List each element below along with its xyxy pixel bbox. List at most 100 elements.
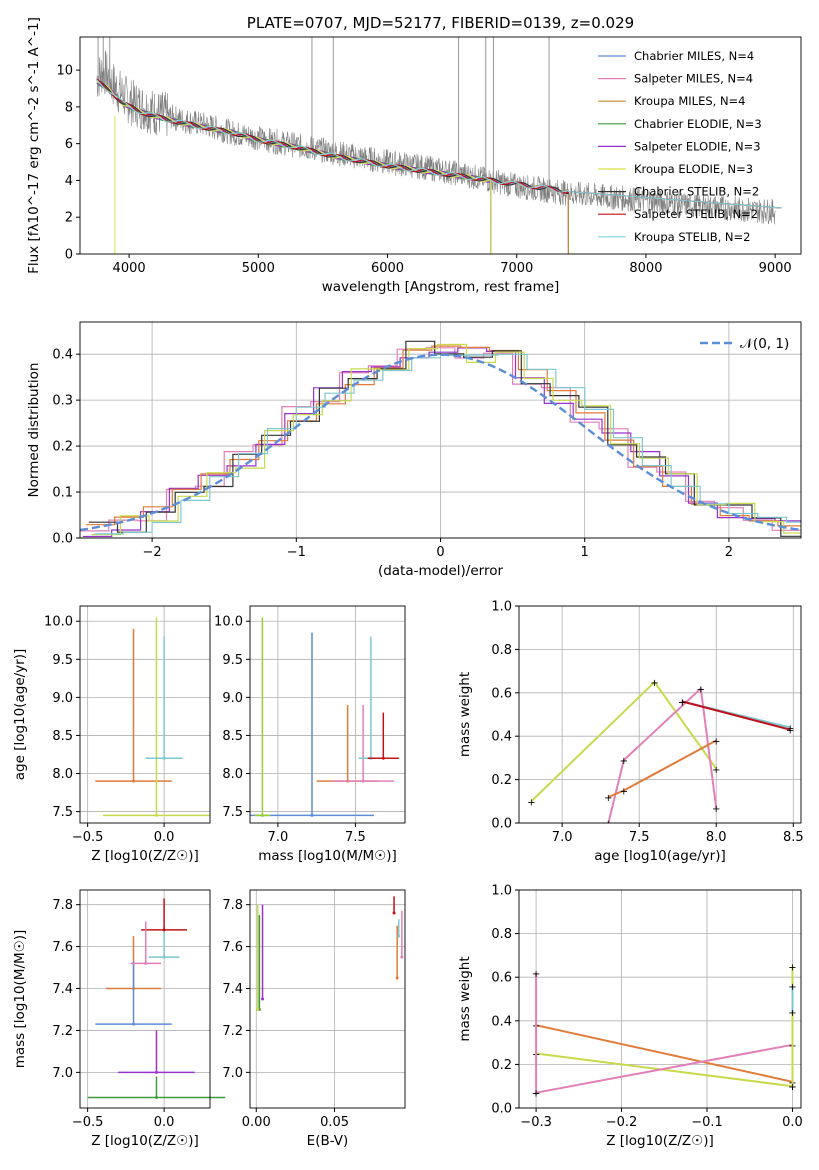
y-tick-label: 10.0 xyxy=(214,615,243,630)
y-axis-label: Flux [fλ10^-17 erg cm^-2 s^-1 A^-1] xyxy=(26,17,42,274)
marker-star: + xyxy=(788,982,796,993)
data-point xyxy=(132,1022,136,1026)
y-tick-label: 0.2 xyxy=(491,1058,512,1073)
data-point xyxy=(162,955,166,959)
chart-5: −0.5 0.0 7.0 7.2 7.4 7.6 7.8 Z [log10(Z/Z☉)] mas… xyxy=(12,889,226,1149)
data-point xyxy=(395,976,399,980)
marker-star: + xyxy=(788,1082,796,1093)
y-tick-label: 0.3 xyxy=(52,394,73,409)
y-tick-label: 0.6 xyxy=(491,971,512,986)
y-tick-label: 7.4 xyxy=(222,982,243,997)
x-axis-label: Z [log10(Z/Z☉)] xyxy=(91,848,199,864)
marker-star: + xyxy=(697,684,705,695)
y-tick-label: 0.0 xyxy=(491,1102,512,1117)
y-tick-label: 0.8 xyxy=(491,643,512,658)
plot-area xyxy=(95,617,210,817)
data-point xyxy=(310,813,314,817)
y-tick-label: 9.5 xyxy=(222,653,243,668)
legend-label: Chabrier MILES, N=4 xyxy=(634,49,754,63)
x-tick-label: 0.0 xyxy=(782,1115,803,1130)
histogram-step-3 xyxy=(88,340,801,537)
y-tick-label: 0.1 xyxy=(52,486,73,501)
observed-spectrum-line xyxy=(96,50,776,225)
x-tick-label: 9000 xyxy=(759,261,792,276)
chart-7: −0.3 −0.2 −0.1 0.0 0.0 0.2 0.4 0.6 0.8 1.0 Z [log1… xyxy=(457,884,803,1150)
chart-3: 7.0 7.5 7.5 8.0 8.5 9.0 9.5 10.0 mass [log10(M/M… xyxy=(214,605,406,864)
y-tick-label: 0.2 xyxy=(52,440,73,455)
marker-star: + xyxy=(712,737,720,748)
plot-frame xyxy=(79,889,211,1109)
series-line-0 xyxy=(535,1024,793,1083)
x-tick-label: 2 xyxy=(725,545,733,560)
chart-0: 4000 5000 6000 7000 8000 9000 0 2 4 6 8 10 wavelengt… xyxy=(26,14,802,295)
y-tick-label: 8.5 xyxy=(222,729,243,744)
y-axis-label: Normed distribution xyxy=(26,363,42,498)
legend-label: Chabrier ELODIE, N=3 xyxy=(634,117,762,131)
plot-frame xyxy=(249,889,406,1109)
histogram-step-0 xyxy=(80,347,801,532)
x-tick-label: 0.05 xyxy=(320,1115,349,1130)
series-line-1 xyxy=(535,1052,793,1088)
plot-frame xyxy=(79,36,802,255)
legend-label: Salpeter ELODIE, N=3 xyxy=(634,139,761,153)
y-tick-label: 1.0 xyxy=(491,600,512,615)
marker-star: + xyxy=(604,793,612,804)
marker-star: + xyxy=(788,962,796,973)
y-tick-label: 7.5 xyxy=(52,805,73,820)
marker-star: + xyxy=(620,756,628,767)
x-tick-label: 7.0 xyxy=(268,830,289,845)
data-point xyxy=(392,911,396,915)
y-tick-label: 7.5 xyxy=(222,805,243,820)
marker-star: + xyxy=(786,726,794,737)
y-tick-label: 0.0 xyxy=(52,532,73,547)
x-tick-label: −0.2 xyxy=(606,1115,638,1130)
x-tick-label: 0 xyxy=(436,545,444,560)
x-tick-label: 4000 xyxy=(113,261,146,276)
legend: Chabrier MILES, N=4 Salpeter MILES, N=4 Kr… xyxy=(598,49,762,244)
legend-label: 𝒩(0, 1) xyxy=(740,336,789,352)
x-tick-label: −0.3 xyxy=(520,1115,552,1130)
y-tick-label: 7.4 xyxy=(52,982,73,997)
y-tick-label: 7.6 xyxy=(52,940,73,955)
plot-frame xyxy=(79,605,211,824)
x-tick-label: 8.0 xyxy=(706,830,727,845)
data-point xyxy=(397,934,401,938)
x-tick-label: 8.5 xyxy=(783,830,804,845)
plot-area xyxy=(80,340,801,538)
series-line-4 xyxy=(682,700,791,731)
legend-label: Salpeter STELIB, N=2 xyxy=(634,207,758,221)
y-tick-label: 0 xyxy=(65,248,73,263)
plot-frame xyxy=(79,321,802,539)
x-tick-label: 7000 xyxy=(500,261,533,276)
y-tick-label: 7.6 xyxy=(222,940,243,955)
y-tick-label: 8.5 xyxy=(52,729,73,744)
y-tick-label: 8.0 xyxy=(52,767,73,782)
normal-curve xyxy=(80,353,801,532)
legend-label: Salpeter MILES, N=4 xyxy=(634,72,753,86)
x-tick-label: −1 xyxy=(287,545,306,560)
data-point xyxy=(154,1070,158,1074)
data-point xyxy=(400,955,404,959)
marker-star: + xyxy=(620,786,628,797)
marker-star: + xyxy=(527,797,535,808)
chart-1: −2 −1 0 1 2 0.0 0.1 0.2 0.3 0.4 (data-model)/error… xyxy=(26,321,802,579)
plot-area: ++++++++++++ xyxy=(532,962,797,1099)
y-axis-label: age [log10(age/yr)] xyxy=(12,649,28,781)
x-tick-label: 5000 xyxy=(242,261,275,276)
y-tick-label: 0.4 xyxy=(491,1014,512,1029)
marker-star: + xyxy=(712,765,720,776)
y-axis-label: mass weight xyxy=(457,956,473,1041)
data-point xyxy=(260,813,264,817)
x-tick-label: −0.5 xyxy=(72,1115,104,1130)
legend-label: Kroupa STELIB, N=2 xyxy=(634,230,751,244)
legend-label: Kroupa ELODIE, N=3 xyxy=(634,162,753,176)
plot-area xyxy=(96,37,782,254)
data-point xyxy=(132,779,136,783)
data-point xyxy=(256,1007,260,1011)
x-tick-label: 0.0 xyxy=(154,1115,175,1130)
marker-star: + xyxy=(532,1089,540,1100)
histogram-step-2 xyxy=(85,345,801,527)
plot-frame xyxy=(518,605,802,824)
series-line-2 xyxy=(608,739,717,798)
plot-frame xyxy=(249,605,406,824)
